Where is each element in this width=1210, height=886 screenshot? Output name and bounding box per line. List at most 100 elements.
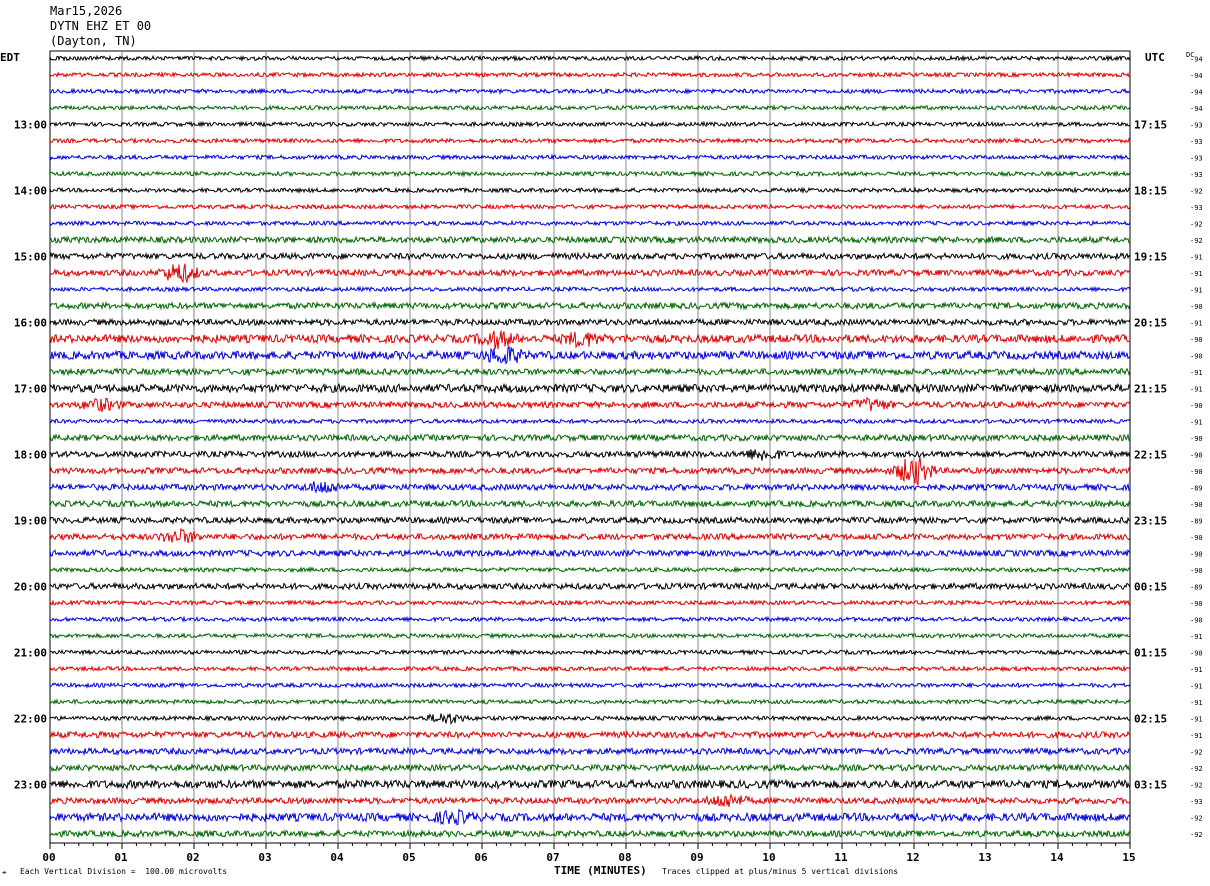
utc-hour-label: 01:15 (1134, 646, 1167, 659)
dc-offset-label: -91 (1190, 270, 1203, 278)
utc-hour-label: 21:15 (1134, 382, 1167, 395)
trace-line (49, 762, 1131, 773)
utc-hour-label: 19:15 (1134, 250, 1167, 263)
x-tick-label: 12 (906, 851, 919, 864)
trace-line (49, 548, 1131, 559)
trace-line (49, 713, 1131, 726)
trace-line (49, 449, 1131, 461)
dc-offset-label: -90 (1190, 303, 1203, 311)
trace-line (49, 219, 1131, 227)
trace-line (49, 366, 1131, 377)
x-tick-label: 00 (42, 851, 55, 864)
utc-hour-label: 00:15 (1134, 580, 1167, 593)
trace-line (49, 87, 1131, 95)
dc-offset-label: -91 (1190, 253, 1203, 261)
edt-hour-label: 20:00 (14, 580, 47, 593)
trace-line (49, 746, 1131, 757)
scale-note: Each Vertical Division = 100.00 microvol… (20, 867, 228, 876)
trace-line (49, 598, 1131, 607)
utc-hour-label: 03:15 (1134, 778, 1167, 791)
x-tick-label: 10 (762, 851, 775, 864)
dc-offset-label: -90 (1190, 468, 1203, 476)
grid-layer (49, 50, 1131, 849)
trace-line (49, 153, 1131, 161)
trace-line (49, 103, 1131, 112)
dc-offset-label: -91 (1190, 369, 1203, 377)
dc-offset-label: -90 (1190, 534, 1203, 542)
trace-line (49, 615, 1131, 624)
x-tick-label: 15 (1122, 851, 1135, 864)
trace-line (49, 808, 1131, 826)
dc-offset-label: -92 (1190, 814, 1203, 822)
dc-offset-label: -92 (1190, 237, 1203, 245)
x-tick-label: 11 (834, 851, 848, 864)
x-tick-label: 02 (186, 851, 199, 864)
dc-offset-label: -89 (1190, 517, 1203, 525)
edt-hour-label: 18:00 (14, 448, 47, 461)
x-tick-label: 01 (114, 851, 128, 864)
trace-line (49, 481, 1131, 494)
dc-header-label: DC (1186, 51, 1194, 59)
corner-mark-icon: ⌖ (2, 868, 7, 877)
dc-offset-label: -90 (1190, 567, 1203, 575)
dc-offset-label: -93 (1190, 798, 1203, 806)
trace-line (49, 681, 1131, 690)
plot-frame (49, 50, 1131, 844)
dc-offset-label: -90 (1190, 600, 1203, 608)
trace-line (49, 417, 1131, 425)
trace-line (49, 120, 1131, 128)
trace-line (49, 234, 1130, 245)
x-tick-label: 09 (690, 851, 703, 864)
trace-line (49, 698, 1131, 706)
dc-offset-label: -92 (1190, 765, 1203, 773)
trace-line (49, 345, 1131, 365)
dc-offset-label: -89 (1190, 484, 1203, 492)
utc-hour-label: 22:15 (1134, 448, 1167, 461)
dc-offset-label: -93 (1190, 138, 1203, 146)
dc-offset-label: -90 (1190, 616, 1203, 624)
dc-offset-label: -90 (1190, 435, 1203, 443)
trace-line (49, 54, 1131, 63)
utc-hour-label: 18:15 (1134, 184, 1167, 197)
dc-offset-label: -89 (1190, 583, 1203, 591)
x-tick-label: 05 (402, 851, 415, 864)
trace-layer (49, 54, 1131, 839)
utc-hour-label: 17:15 (1134, 118, 1167, 131)
edt-hour-label: 14:00 (14, 184, 47, 197)
header-location: (Dayton, TN) (50, 34, 137, 48)
label-layer: EDT UTC DC TIME (MINUTES) 00 01 02 03 04 05 06… (0, 51, 1203, 877)
trace-line (49, 396, 1131, 413)
trace-line (49, 729, 1131, 740)
trace-line (49, 527, 1131, 544)
dc-offset-label: -93 (1190, 171, 1203, 179)
trace-line (49, 432, 1131, 443)
dc-offset-label: -91 (1190, 666, 1203, 674)
trace-line (49, 186, 1131, 195)
edt-hour-label: 17:00 (14, 382, 47, 395)
trace-line (49, 565, 1131, 574)
dc-offset-label: -92 (1190, 220, 1203, 228)
dc-offset-label: -91 (1190, 319, 1203, 327)
dc-offset-label: -91 (1190, 633, 1203, 641)
trace-line (49, 632, 1131, 640)
trace-line (49, 203, 1131, 211)
dc-offset-label: -92 (1190, 748, 1203, 756)
header-station: DYTN EHZ ET 00 (50, 19, 152, 33)
trace-line (49, 515, 1131, 526)
dc-offset-label: -94 (1190, 88, 1203, 96)
dc-offset-label: -91 (1190, 682, 1203, 690)
edt-hour-label: 21:00 (14, 646, 47, 659)
trace-line (49, 581, 1131, 592)
trace-line (49, 778, 1131, 791)
utc-hour-label: 20:15 (1134, 316, 1167, 329)
trace-line (49, 498, 1131, 509)
dc-offset-label: -93 (1190, 121, 1203, 129)
x-tick-label: 13 (978, 851, 991, 864)
utc-hour-label: 02:15 (1134, 712, 1167, 725)
x-tick-label: 14 (1050, 851, 1064, 864)
left-timezone-label: EDT (0, 51, 20, 64)
dc-offset-label: -93 (1190, 154, 1203, 162)
trace-line (49, 285, 1131, 293)
x-tick-label: 06 (474, 851, 488, 864)
